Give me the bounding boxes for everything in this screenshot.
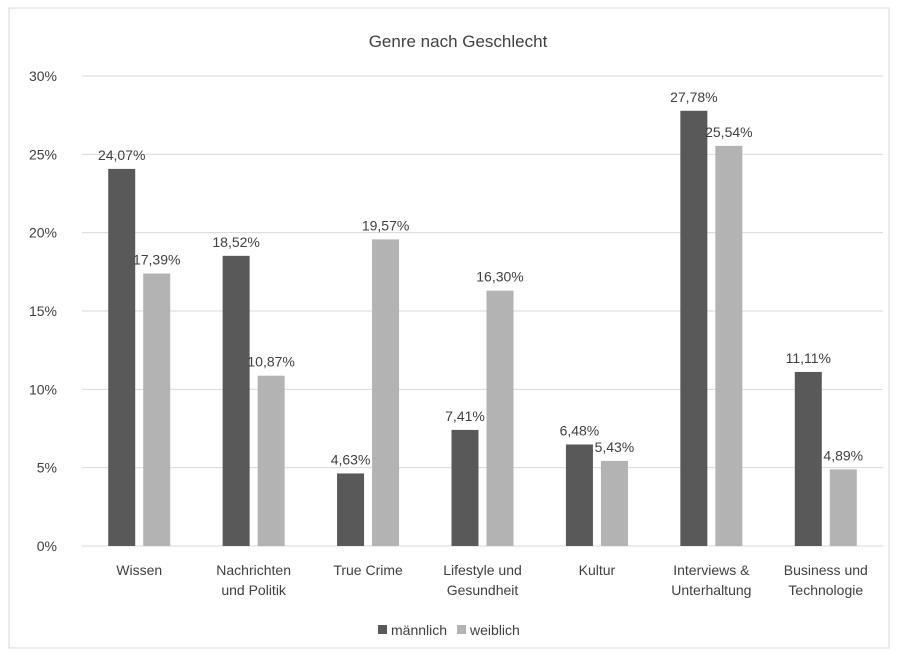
data-label: 11,11% (786, 350, 831, 366)
y-tick-label: 30% (29, 68, 57, 84)
legend-label: weiblich (469, 622, 520, 638)
y-tick-label: 25% (29, 146, 57, 162)
chart-title: Genre nach Geschlecht (369, 32, 548, 51)
bar-weiblich (372, 239, 400, 547)
data-label: 16,30% (476, 269, 523, 285)
bar-weiblich (715, 145, 743, 546)
y-tick-label: 15% (29, 303, 57, 319)
legend-swatch (378, 625, 387, 634)
y-tick-label: 10% (29, 381, 57, 397)
category-label: und Politik (221, 582, 287, 598)
category-label: True Crime (333, 562, 403, 578)
data-labels: 24,07% 17,39% 18,52% 10,87% 4,63% 19,57% 7,41%… (98, 89, 863, 468)
category-label: Kultur (579, 562, 616, 578)
category-label: Unterhaltung (671, 582, 751, 598)
bar-weiblich (486, 290, 514, 546)
data-label: 27,78% (670, 89, 717, 105)
bar-maennlich (680, 110, 708, 546)
bar-maennlich (794, 371, 822, 546)
category-label: Wissen (116, 562, 162, 578)
data-label: 18,52% (212, 234, 259, 250)
bar-weiblich (600, 460, 628, 546)
data-label: 17,39% (133, 252, 180, 268)
y-tick-label: 0% (37, 538, 57, 554)
data-label: 24,07% (98, 147, 145, 163)
category-label: Gesundheit (447, 582, 519, 598)
category-label: Business und (784, 562, 868, 578)
data-label: 7,41% (445, 408, 485, 424)
data-label: 4,63% (331, 451, 371, 467)
data-label: 19,57% (362, 217, 409, 233)
bars (108, 110, 857, 547)
bar-weiblich (143, 273, 171, 546)
bar-maennlich (451, 429, 479, 546)
data-label: 6,48% (560, 422, 600, 438)
bar-weiblich (257, 375, 285, 546)
category-label: Interviews & (673, 562, 750, 578)
y-tick-label: 20% (29, 225, 57, 241)
category-label: Lifestyle und (443, 562, 522, 578)
category-label: Technologie (788, 582, 863, 598)
legend-label: männlich (391, 622, 447, 638)
category-label: Nachrichten (216, 562, 291, 578)
data-label: 25,54% (705, 124, 752, 140)
data-label: 4,89% (823, 447, 863, 463)
data-label: 10,87% (247, 354, 294, 370)
data-label: 5,43% (595, 439, 635, 455)
bar-maennlich (565, 444, 593, 546)
bar-weiblich (829, 469, 857, 546)
category-labels: Wissen Nachrichten und Politik True Crime Li… (116, 562, 868, 598)
legend-swatch (457, 625, 467, 634)
y-axis-ticks: 0% 5% 10% 15% 20% 25% 30% (29, 68, 57, 554)
y-tick-label: 5% (37, 460, 57, 476)
chart-frame (8, 7, 890, 649)
bar-maennlich (337, 473, 365, 546)
gridlines (82, 75, 883, 547)
legend: männlich weiblich (378, 622, 520, 638)
bar-maennlich (108, 168, 136, 547)
bar-maennlich (222, 255, 250, 546)
